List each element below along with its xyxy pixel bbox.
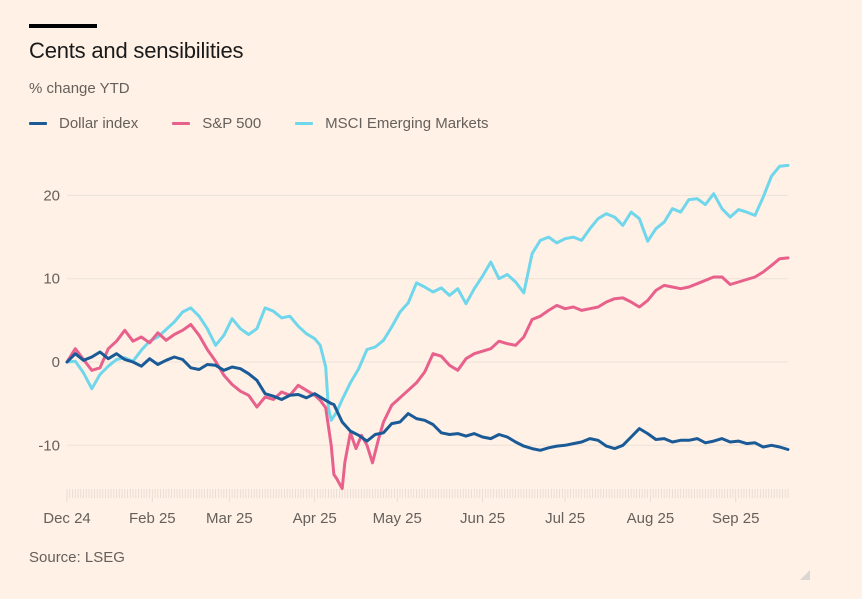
x-tick-label: Jul 25 xyxy=(545,510,585,527)
x-tick-label: Aug 25 xyxy=(627,510,675,527)
x-tick-label: Feb 25 xyxy=(129,510,176,527)
x-tick-label: May 25 xyxy=(373,510,422,527)
legend-label-msci-em: MSCI Emerging Markets xyxy=(325,115,489,132)
x-tick-label: Jun 25 xyxy=(460,510,505,527)
x-axis: Dec 24 Feb 25 Mar 25 Apr 25 May 25 Jun 25 Jul … xyxy=(43,489,789,527)
legend-item-dollar-index: Dollar index xyxy=(29,115,138,132)
chart-subtitle: % change YTD xyxy=(29,80,130,97)
source-note: Source: LSEG xyxy=(29,549,125,566)
legend-swatch-sp500 xyxy=(172,122,191,125)
series-line-msci-em xyxy=(65,163,790,422)
series-lines xyxy=(65,163,790,491)
y-axis: 20 10 0 -10 xyxy=(38,187,60,454)
legend-item-sp500: S&P 500 xyxy=(172,115,261,132)
x-tick-label: Dec 24 xyxy=(43,510,91,527)
series-line-dollar-index xyxy=(65,350,790,452)
legend: Dollar index S&P 500 MSCI Emerging Marke… xyxy=(29,115,523,132)
x-tick-label: Sep 25 xyxy=(712,510,760,527)
legend-swatch-msci-em xyxy=(295,122,314,125)
legend-label-dollar-index: Dollar index xyxy=(59,115,139,132)
series-line-sp500 xyxy=(65,256,790,491)
y-tick-label: 0 xyxy=(52,354,60,371)
resize-corner xyxy=(800,570,810,580)
legend-swatch-dollar-index xyxy=(29,122,47,125)
x-tick-label: Apr 25 xyxy=(293,510,337,527)
legend-item-msci-em: MSCI Emerging Markets xyxy=(295,115,489,132)
title-rule xyxy=(29,24,97,28)
y-tick-label: -10 xyxy=(38,437,60,454)
y-tick-label: 10 xyxy=(43,271,60,288)
legend-label-sp500: S&P 500 xyxy=(202,115,262,132)
y-tick-label: 20 xyxy=(43,187,60,204)
chart-title: Cents and sensibilities xyxy=(29,38,244,63)
x-tick-label: Mar 25 xyxy=(206,510,253,527)
